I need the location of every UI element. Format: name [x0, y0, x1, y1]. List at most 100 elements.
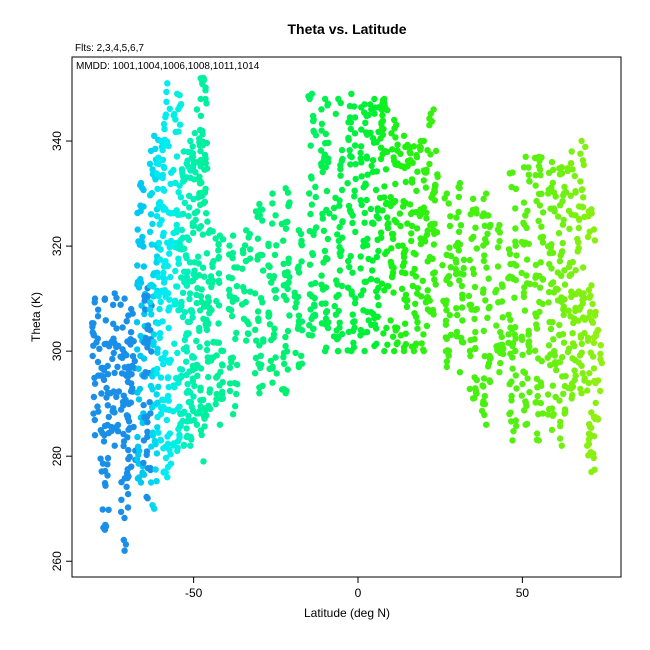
data-point — [520, 199, 528, 206]
data-point — [509, 169, 516, 176]
data-point — [443, 358, 451, 365]
data-point — [206, 405, 214, 413]
data-point — [480, 257, 488, 265]
data-point — [161, 136, 168, 143]
data-point — [197, 95, 204, 103]
data-point — [401, 259, 408, 266]
data-point — [513, 422, 520, 430]
data-point — [412, 300, 419, 307]
data-point — [550, 205, 558, 212]
data-point — [560, 303, 567, 310]
data-point — [101, 526, 109, 533]
data-point — [582, 143, 589, 151]
data-point — [536, 298, 543, 306]
data-point — [202, 185, 209, 193]
data-point — [485, 305, 492, 312]
data-point — [497, 359, 504, 367]
data-point — [216, 232, 224, 239]
data-point — [280, 237, 287, 244]
data-point — [369, 257, 376, 264]
data-point — [181, 199, 188, 206]
data-point — [266, 263, 273, 271]
data-point — [590, 339, 598, 347]
data-point — [161, 396, 168, 404]
data-point — [160, 360, 167, 368]
data-point — [152, 466, 159, 473]
data-point — [338, 146, 346, 154]
data-point — [447, 213, 454, 220]
data-point — [421, 169, 429, 176]
data-point — [282, 342, 289, 350]
data-point — [368, 162, 375, 170]
data-point — [498, 333, 505, 341]
data-point — [161, 125, 168, 133]
data-point — [134, 281, 141, 288]
data-point — [389, 235, 397, 242]
data-point — [155, 292, 162, 300]
data-point — [117, 406, 125, 413]
data-point — [480, 375, 488, 382]
data-point — [135, 474, 143, 481]
data-point — [576, 352, 584, 359]
data-point — [144, 428, 151, 435]
data-point — [361, 101, 368, 108]
data-point — [521, 307, 529, 314]
data-point — [446, 222, 454, 230]
data-point — [284, 327, 292, 335]
data-point — [410, 249, 417, 257]
data-point — [174, 438, 182, 445]
data-point — [186, 204, 193, 211]
data-point — [197, 403, 204, 410]
data-point — [561, 281, 569, 288]
data-point — [105, 506, 112, 513]
data-point — [164, 374, 172, 382]
data-point — [155, 154, 162, 161]
data-point — [149, 220, 156, 228]
data-point — [140, 373, 147, 380]
data-point — [362, 278, 370, 285]
data-point — [571, 342, 578, 350]
data-point — [466, 301, 473, 309]
data-point — [160, 163, 167, 171]
data-point — [481, 222, 488, 229]
data-point — [579, 300, 586, 307]
data-point — [225, 274, 233, 281]
data-point — [310, 117, 317, 124]
data-point — [324, 235, 332, 243]
data-point — [98, 390, 105, 397]
data-point — [352, 175, 359, 183]
data-point — [204, 340, 211, 347]
data-point — [346, 114, 354, 121]
data-point — [229, 354, 236, 361]
data-point — [165, 324, 172, 332]
data-point — [318, 106, 325, 113]
data-point — [164, 440, 172, 447]
data-point — [307, 210, 314, 218]
data-point — [215, 320, 222, 327]
data-point — [215, 339, 222, 346]
data-point — [266, 321, 274, 328]
data-point — [213, 390, 220, 398]
data-point — [411, 342, 419, 350]
data-point — [417, 146, 424, 153]
data-point — [347, 161, 354, 168]
data-point — [204, 321, 212, 328]
data-point — [584, 334, 592, 341]
data-point — [150, 331, 158, 338]
data-point — [578, 137, 585, 145]
data-point — [272, 294, 279, 302]
data-point — [400, 198, 407, 205]
data-point — [183, 234, 191, 241]
data-point — [197, 147, 204, 155]
data-point — [483, 190, 490, 197]
data-point — [507, 316, 514, 323]
data-point — [496, 229, 503, 236]
data-point — [520, 293, 528, 300]
data-point — [282, 390, 289, 397]
data-point — [165, 307, 172, 314]
data-point — [140, 471, 148, 478]
data-point — [215, 270, 223, 277]
data-point — [555, 230, 563, 237]
data-point — [147, 327, 154, 334]
data-point — [565, 263, 573, 271]
